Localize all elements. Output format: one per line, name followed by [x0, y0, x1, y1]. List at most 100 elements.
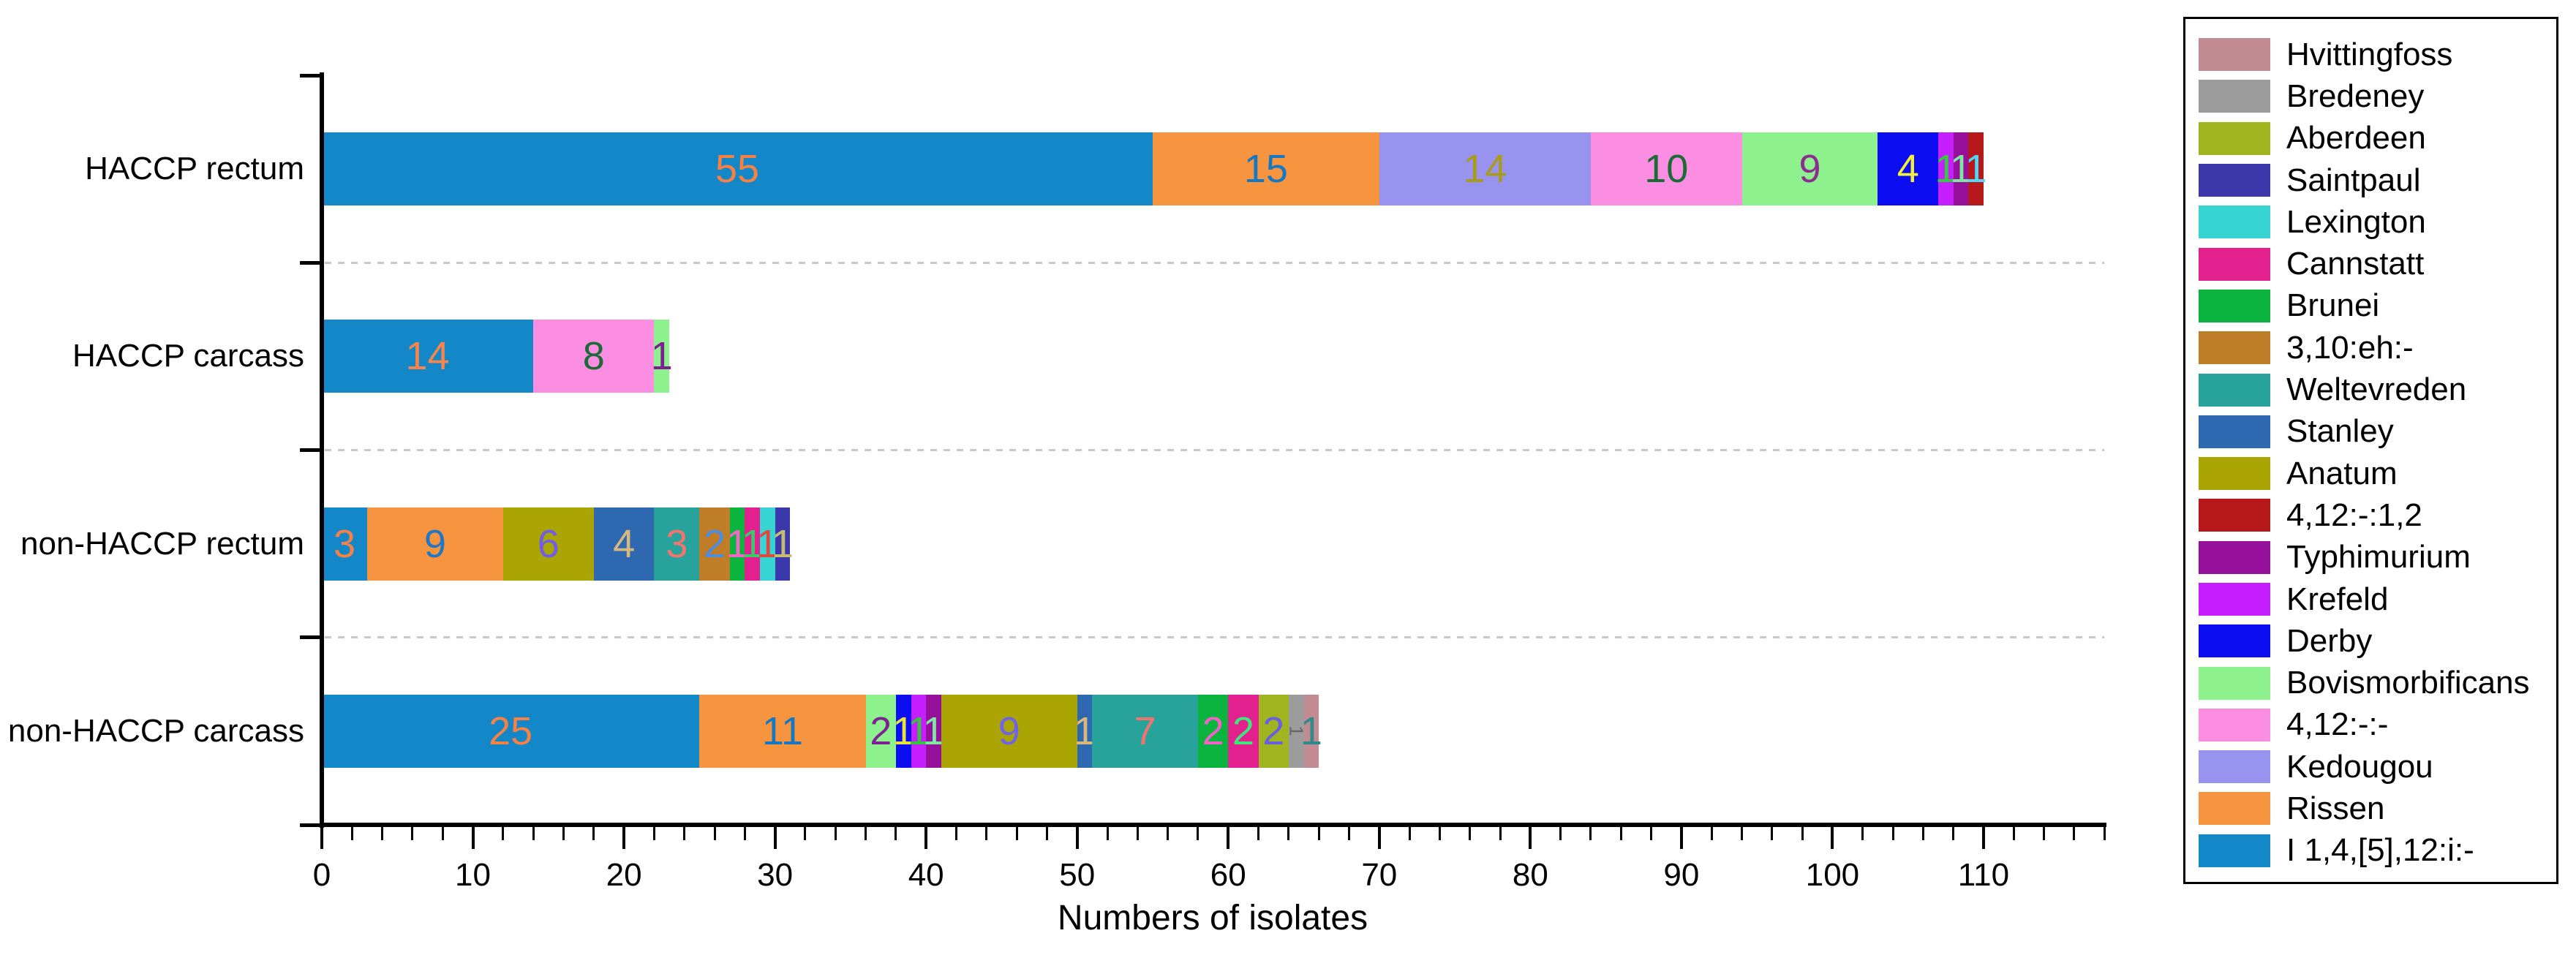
legend-label: Hvittingfoss — [2286, 36, 2453, 72]
legend-swatch — [2199, 38, 2270, 72]
segment-value-label: 4 — [1897, 147, 1919, 192]
x-axis-minor-tick — [895, 827, 897, 840]
x-axis-major-tick — [622, 827, 626, 849]
x-axis-minor-tick — [683, 827, 686, 840]
category-label: non-HACCP carcass — [7, 712, 304, 749]
segment-value-label: 55 — [715, 147, 760, 192]
x-axis-minor-tick — [381, 827, 384, 840]
x-axis-major-tick — [924, 827, 928, 849]
segment-value-label: 10 — [1644, 147, 1689, 192]
segment-value-label: 2 — [703, 521, 726, 566]
bar-segment: 1 — [907, 694, 930, 768]
bar-segment: 1 — [726, 507, 748, 581]
bar-segment: 2 — [1197, 694, 1229, 768]
x-axis-minor-tick — [1287, 827, 1290, 840]
x-axis-minor-tick — [2012, 827, 2015, 840]
x-axis-minor-tick — [1257, 827, 1260, 840]
segment-value-label: 15 — [1243, 147, 1288, 192]
legend-swatch — [2199, 121, 2270, 155]
gridline — [325, 636, 2104, 639]
x-axis-minor-tick — [1559, 827, 1562, 840]
legend-row: 4,12:-:- — [2185, 704, 2556, 746]
segment-value-label: 1 — [741, 521, 764, 566]
x-axis-tick-label: 30 — [757, 857, 794, 893]
x-axis-major-tick — [1075, 827, 1079, 849]
bar-segment: 2 — [865, 694, 896, 768]
segment-value-label: 14 — [405, 334, 450, 379]
bar-segment: 2 — [1228, 694, 1259, 768]
x-axis-tick-label: 60 — [1210, 857, 1246, 893]
legend-row: Typhimurium — [2185, 537, 2556, 578]
x-axis-tick-label: 90 — [1663, 857, 1700, 893]
x-axis-title: Numbers of isolates — [1057, 899, 1368, 937]
x-axis-minor-tick — [1650, 827, 1653, 840]
legend-row: Saintpaul — [2185, 159, 2556, 201]
legend-row: Brunei — [2185, 285, 2556, 327]
bar-segment: 3 — [654, 507, 700, 581]
x-axis-minor-tick — [1891, 827, 1894, 840]
legend-label: Kedougou — [2286, 748, 2433, 785]
legend-label: Derby — [2286, 622, 2373, 659]
x-axis-minor-tick — [1317, 827, 1320, 840]
legend-row: Bredeney — [2185, 75, 2556, 117]
segment-value-label: 2 — [870, 709, 892, 753]
legend-label: Bovismorbificans — [2286, 665, 2530, 701]
bar-segment: 2 — [699, 507, 730, 581]
segment-value-label: 3 — [333, 521, 355, 566]
legend-row: I 1,4,[5],12:i:- — [2185, 830, 2556, 872]
x-axis-tick-label: 50 — [1059, 857, 1096, 893]
bar-segment: 1 — [1935, 132, 1957, 206]
legend-label: Weltevreden — [2286, 371, 2467, 408]
x-axis-minor-tick — [502, 827, 505, 840]
legend-swatch — [2199, 750, 2270, 784]
x-axis-minor-tick — [985, 827, 988, 840]
x-axis-minor-tick — [1589, 827, 1592, 840]
legend-swatch — [2199, 205, 2270, 239]
segment-value-label: 8 — [582, 334, 605, 379]
bar-segment: 3 — [322, 507, 367, 581]
x-axis-minor-tick — [592, 827, 595, 840]
x-axis-major-tick — [1679, 827, 1683, 849]
bar-segment: 9 — [1741, 132, 1878, 206]
segment-value-label: 2 — [1232, 709, 1254, 753]
segment-value-label: 14 — [1463, 147, 1507, 192]
legend-swatch — [2199, 289, 2270, 322]
legend-row: Lexington — [2185, 201, 2556, 243]
legend-label: Bredeney — [2286, 78, 2425, 114]
x-axis-minor-tick — [1167, 827, 1170, 840]
legend-row: 3,10:eh:- — [2185, 327, 2556, 369]
legend-label: Krefeld — [2286, 581, 2389, 617]
legend-swatch — [2199, 415, 2270, 448]
x-axis-minor-tick — [834, 827, 837, 840]
bar-segment: 9 — [941, 694, 1077, 768]
bar-segment: 4 — [593, 507, 655, 581]
segment-value-label: 1 — [907, 709, 930, 753]
x-axis-major-tick — [1227, 827, 1230, 849]
x-axis-minor-tick — [1801, 827, 1804, 840]
y-axis-tick — [300, 73, 322, 78]
x-axis-minor-tick — [1741, 827, 1744, 840]
legend-swatch — [2199, 834, 2270, 867]
legend-label: Cannstatt — [2286, 246, 2425, 282]
segment-value-label: 1 — [892, 709, 915, 753]
x-axis-minor-tick — [2043, 827, 2046, 840]
x-axis-minor-tick — [1408, 827, 1411, 840]
segment-value-label: 4 — [613, 521, 636, 566]
x-axis-minor-tick — [411, 827, 414, 840]
legend-swatch — [2199, 331, 2270, 365]
x-axis-minor-tick — [532, 827, 535, 840]
legend-swatch — [2199, 666, 2270, 700]
x-axis-minor-tick — [1499, 827, 1502, 840]
y-axis-tick — [300, 260, 322, 265]
x-axis-minor-tick — [562, 827, 565, 840]
legend-label: Rissen — [2286, 790, 2385, 826]
y-axis-tick — [300, 823, 322, 827]
bar-segment: 1 — [1074, 694, 1096, 768]
bar-segment: 1 — [1300, 694, 1322, 768]
bar-segment: 1 — [892, 694, 914, 768]
x-axis-tick-label: 110 — [1957, 857, 2010, 893]
legend-row: Aberdeen — [2185, 118, 2556, 159]
legend-swatch — [2199, 792, 2270, 826]
y-axis-tick — [300, 635, 322, 640]
